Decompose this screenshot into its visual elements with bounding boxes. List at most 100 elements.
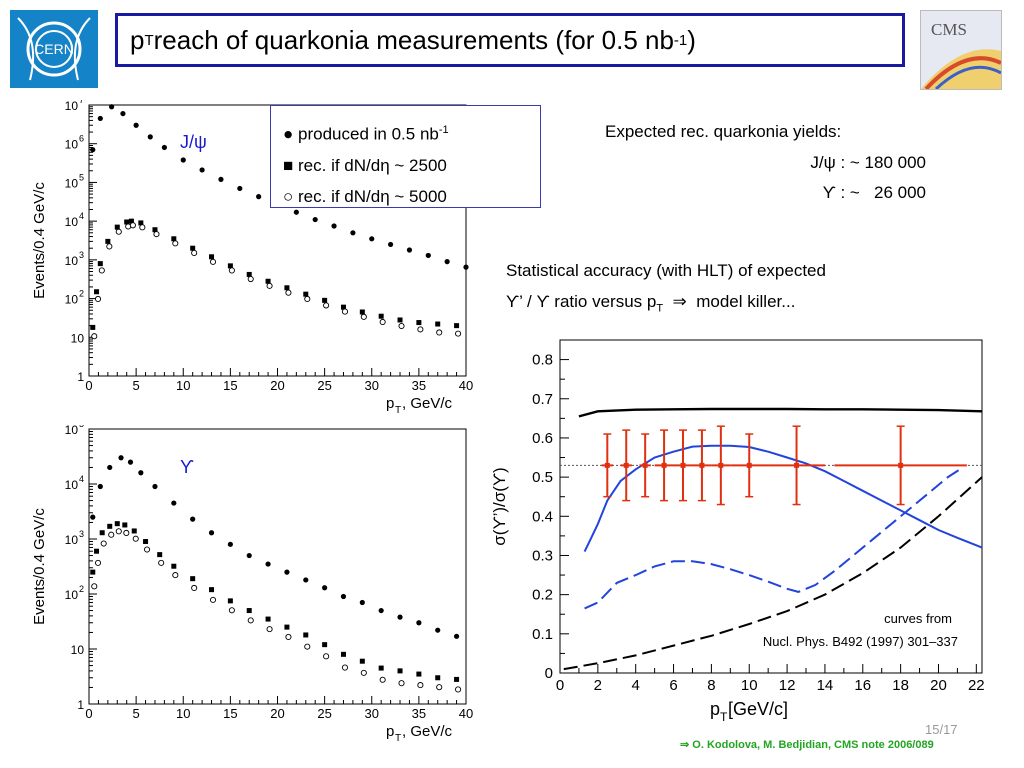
data-point-produced	[444, 259, 450, 265]
title-sup: -1	[673, 31, 688, 49]
x-tick-label: 10	[176, 378, 190, 393]
data-point-rec-2500	[303, 632, 309, 638]
data-point-rec-5000	[304, 295, 311, 303]
data-point-rec-5000	[123, 529, 130, 537]
data-point-rec-2500	[107, 523, 113, 529]
data-point-produced	[171, 500, 177, 506]
x-tick-label: 16	[854, 677, 871, 694]
data-point-rec-2500	[90, 324, 96, 330]
y-tick-exponent: 3	[79, 529, 84, 539]
data-point-rec-5000	[209, 258, 217, 265]
data-point-rec-2500	[378, 665, 384, 671]
data-point-rec-2500	[209, 254, 215, 260]
data-point-rec-5000	[455, 330, 462, 337]
y-tick-label: 0.8	[532, 352, 553, 369]
data-point-rec-2500	[284, 285, 290, 291]
data-point-produced	[388, 241, 394, 248]
data-point-produced	[435, 627, 441, 633]
data-point-rec-5000	[436, 684, 443, 691]
x-tick-label: 10	[176, 706, 190, 721]
data-point-produced	[90, 514, 96, 520]
data-point-rec-2500	[90, 569, 96, 575]
x-tick-label: 22	[968, 677, 985, 694]
y-tick-exponent: 4	[79, 474, 84, 484]
data-point-produced	[340, 593, 347, 600]
data-point-produced	[199, 167, 205, 173]
filled-square-marker-icon: ■	[283, 155, 294, 175]
data-point-rec-2500	[94, 548, 100, 554]
data-point-produced	[109, 104, 115, 110]
x-tick-label: 20	[270, 706, 284, 721]
x-tick-label: 25	[317, 706, 331, 721]
cern-logo-text: CERN	[34, 41, 74, 57]
data-point-rec-5000	[191, 584, 198, 592]
y-tick-label: 0.5	[532, 469, 553, 486]
data-point-produced	[227, 541, 233, 547]
y-tick-label: 10	[65, 138, 79, 152]
y-tick-label: 0.4	[532, 508, 553, 525]
data-point-rec-2500	[397, 668, 403, 674]
data-point-rec-2500	[171, 236, 177, 242]
legend-label-sup: -1	[438, 124, 449, 136]
y-tick-exponent: 5	[79, 425, 84, 429]
data-point-rec-2500	[152, 227, 158, 233]
title-text: reach of quarkonia measurements (for 0.5…	[153, 24, 674, 55]
data-point-rec-5000	[436, 329, 443, 336]
y-tick-label: 10	[65, 215, 79, 229]
accuracy-line2-text: ϒ’ / ϒ ratio versus p	[506, 292, 657, 311]
data-point-produced	[218, 176, 224, 182]
title-sub: T	[144, 31, 154, 49]
data-point-produced	[190, 516, 196, 522]
data-point-produced	[416, 620, 422, 626]
y-tick-label: 10	[65, 254, 79, 268]
y-tick-exponent: 5	[79, 172, 84, 182]
data-point-rec-2500	[416, 671, 422, 677]
y-tick-exponent: 2	[79, 584, 84, 594]
curve-dashed-black	[563, 476, 983, 671]
data-point-produced	[161, 144, 167, 151]
data-point-rec-2500	[227, 598, 233, 604]
data-point-rec-2500	[322, 297, 328, 303]
data-point-produced	[303, 577, 309, 583]
x-tick-label: 25	[317, 378, 331, 393]
measurement-point	[718, 462, 724, 468]
data-point-produced	[133, 122, 139, 128]
data-point-rec-2500	[124, 219, 130, 225]
x-tick-label: 30	[365, 706, 379, 721]
curve-solid-black	[578, 407, 983, 418]
data-point-rec-5000	[209, 596, 217, 603]
data-point-rec-2500	[265, 616, 271, 622]
data-point-produced	[453, 633, 460, 639]
x-tick-label: 18	[892, 677, 909, 694]
annotation-curves-from: curves from	[884, 611, 952, 626]
x-tick-label: 0	[85, 378, 92, 393]
data-point-rec-2500	[284, 624, 290, 630]
data-point-rec-2500	[378, 313, 384, 319]
y-tick-label: 10	[71, 643, 85, 657]
accuracy-line1: Statistical accuracy (with HLT) of expec…	[506, 261, 826, 280]
data-point-produced	[120, 110, 126, 117]
measurement-point	[623, 462, 629, 468]
y-tick-label: 0.1	[532, 626, 553, 643]
data-point-rec-2500	[340, 651, 346, 657]
data-point-produced	[322, 585, 328, 591]
data-point-rec-5000	[158, 559, 165, 566]
data-point-produced	[331, 223, 337, 229]
data-point-produced	[265, 561, 271, 567]
data-point-rec-2500	[227, 263, 233, 269]
y-tick-label: 10	[65, 293, 79, 307]
plot-frame	[559, 339, 983, 674]
data-point-produced	[152, 483, 158, 490]
data-point-produced	[359, 599, 365, 606]
x-axis-label: p	[386, 395, 394, 412]
x-tick-label: 6	[669, 677, 677, 694]
measurement-point	[642, 462, 648, 468]
data-point-rec-2500	[99, 530, 105, 536]
data-point-rec-2500	[454, 323, 460, 329]
x-tick-label: 5	[133, 706, 140, 721]
data-point-produced	[107, 464, 113, 471]
data-point-rec-5000	[285, 633, 292, 641]
y-tick-exponent: 3	[79, 250, 84, 260]
y-tick-label: 10	[65, 478, 79, 492]
